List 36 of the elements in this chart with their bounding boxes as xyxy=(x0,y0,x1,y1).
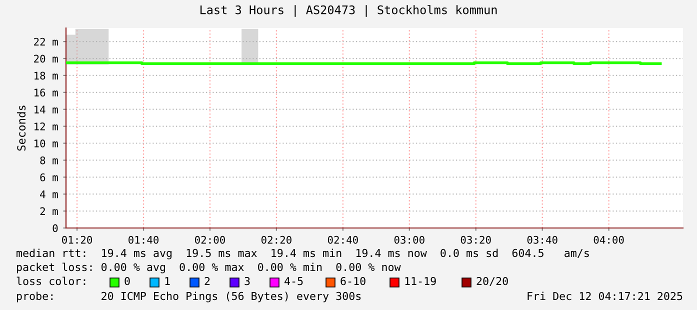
legend-label: 3 xyxy=(244,276,250,286)
y-tick-label: 14 m xyxy=(34,106,58,114)
legend-label: 0 xyxy=(124,276,130,286)
x-tick-label: 01:40 xyxy=(128,236,159,244)
x-tick-label: 02:40 xyxy=(328,236,358,244)
x-tick-label: 03:00 xyxy=(394,236,424,244)
y-tick-label: 8 m xyxy=(40,156,58,164)
legend-label: 6-10 xyxy=(340,276,366,286)
y-tick-label: 10 m xyxy=(34,140,58,148)
text: Fri Dec 12 04:17:21 2025 xyxy=(528,292,682,300)
legend-label: 2 xyxy=(204,276,210,286)
text: probe: 20 ICMP Echo Pings (56 Bytes) every 300s xyxy=(17,292,361,302)
y-tick-label: 18 m xyxy=(34,72,58,80)
y-tick-label: 6 m xyxy=(40,173,58,182)
y-tick-label: 2 m xyxy=(40,207,58,216)
x-tick-label: 04:00 xyxy=(594,236,624,244)
x-tick-label: 03:40 xyxy=(527,236,558,244)
legend-label: 1 xyxy=(165,277,170,286)
text: median rtt: 19.4 ms avg 19.5 ms max 19.4 ms min 19.4 ms now 0.0 ms sd 604.5 am/s xyxy=(16,248,589,260)
y-tick-label: 22 m xyxy=(34,38,58,46)
chart-title: Last 3 Hours | AS20473 | Stockholms kommun xyxy=(200,5,497,17)
legend-title: loss color: xyxy=(16,276,86,286)
legend-label: 20/20 xyxy=(476,276,508,286)
y-tick-label: 0 xyxy=(52,224,58,232)
y-axis-title: Seconds xyxy=(16,106,26,151)
text: packet loss: 0.00 % avg 0.00 % max 0.00 % min 0.00 % now xyxy=(17,262,401,274)
x-tick-label: 02:00 xyxy=(194,236,225,244)
x-tick-label: 01:20 xyxy=(62,236,92,244)
y-tick-label: 4 m xyxy=(40,190,58,198)
x-tick-label: 03:20 xyxy=(460,236,491,244)
legend-label: 11-19 xyxy=(405,276,436,286)
x-tick-label: 02:20 xyxy=(261,236,292,244)
y-tick-label: 20 m xyxy=(34,54,58,63)
y-tick-label: 12 m xyxy=(34,122,58,130)
legend-label: 4-5 xyxy=(284,277,303,286)
y-tick-label: 16 m xyxy=(34,88,58,97)
